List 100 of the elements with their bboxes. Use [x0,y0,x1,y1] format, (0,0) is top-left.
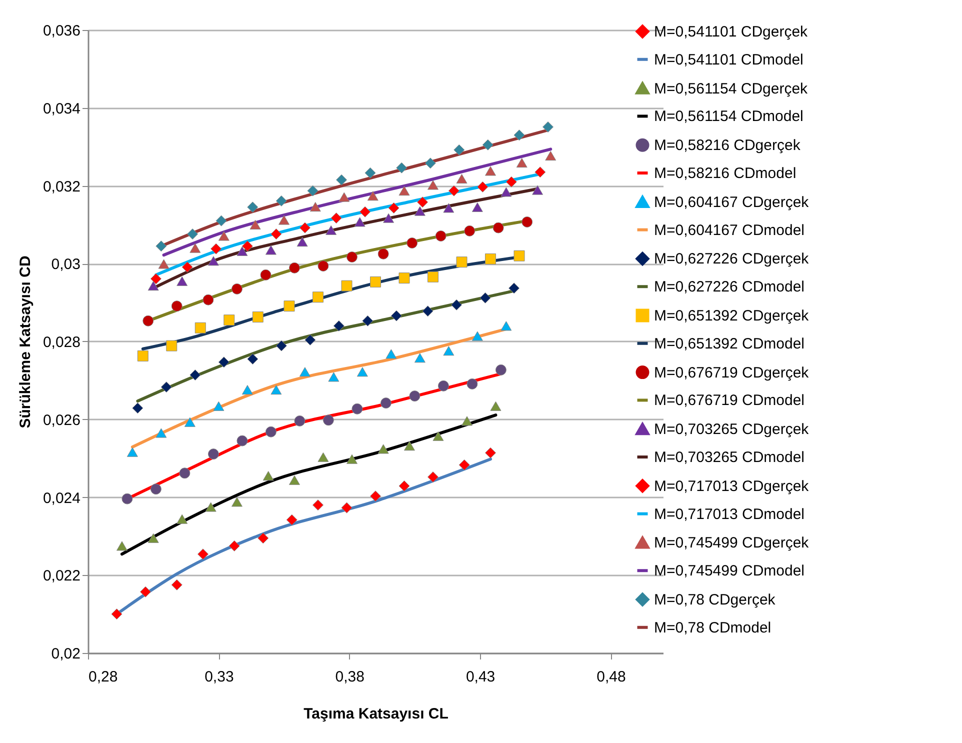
point [218,231,230,241]
point [438,380,449,392]
legend-label: M=0,78 CDmodel [654,619,772,636]
point [148,533,159,543]
point [213,401,224,411]
legend-label: M=0,651392 CDmodel [654,335,805,352]
legend-label: M=0,541101 CDgerçek [654,24,808,40]
legend-label: M=0,627226 CDgerçek [654,250,810,268]
point [356,367,368,377]
point [132,402,144,414]
point [328,372,340,382]
y-tick-label: 0,036 [42,22,80,40]
point [378,444,389,454]
point [276,340,287,352]
legend-label: M=0,717013 CDmodel [654,506,805,523]
point [171,579,182,590]
point [472,331,483,341]
point [242,384,253,395]
point [190,243,201,253]
legend-label: M=0,561154 CDmodel [654,108,804,126]
point [299,222,310,234]
y-tick-label: 0,034 [42,100,80,118]
point [318,260,329,272]
point [522,216,533,228]
x-tick-label: 0,28 [88,668,118,686]
point [284,300,295,312]
point [414,206,426,216]
point [477,181,488,192]
point [422,306,434,317]
point [250,220,261,230]
point [532,185,544,195]
point [236,246,248,256]
point [258,532,269,544]
point [176,514,188,524]
point [202,294,214,306]
point [451,299,462,310]
point [333,320,344,332]
legend-label: M=0,78 CDgerçek [654,592,776,608]
point [362,315,374,326]
point [370,276,381,288]
point [443,346,454,356]
point [294,415,306,426]
point [485,166,496,176]
legend-label: M=0,745499 CDgerçek [654,534,810,552]
y-tick-label: 0,032 [42,178,80,196]
point [338,192,350,202]
point [341,502,352,514]
point [456,256,468,268]
point [322,414,334,426]
point [435,230,446,242]
legend-label: M=0,561154 CDgerçek [654,80,808,98]
legend-label: M=0,604167 CDgerçek [654,194,810,211]
point [398,480,410,492]
legend-label: M=0,703265 CDgerçek [654,421,810,438]
point [448,185,460,196]
point [166,340,178,352]
point [307,185,318,196]
point [179,468,190,479]
point [299,367,310,377]
legend-label: M=0,717013 CDgerçek [654,478,810,495]
y-tick-label: 0,026 [42,412,80,429]
point [137,350,148,362]
legend-label: M=0,604167 CDmodel [654,222,805,239]
point [171,300,182,312]
point [398,272,410,284]
point [424,158,436,169]
legend-label: M=0,676719 CDgerçek [654,364,810,382]
point [278,215,290,225]
point [409,390,420,402]
point [386,349,397,359]
point [262,471,274,481]
point [464,225,476,236]
point [428,472,438,482]
point [140,586,151,598]
point [428,180,438,190]
y-axis-title: Sürükleme Katsayısı CD [16,256,34,428]
line-series [162,148,552,257]
point [296,237,308,247]
x-tick-label: 0,48 [596,668,626,686]
point [490,401,502,411]
point [190,369,201,380]
point [142,315,154,326]
point [216,215,227,226]
point [500,321,512,331]
point [288,475,300,485]
y-tick-label: 0,03 [51,256,80,274]
point [542,121,554,132]
point [406,238,418,248]
point [443,203,454,213]
point [160,382,172,393]
point [545,150,556,161]
x-tick-label: 0,33 [204,668,234,686]
point [482,139,494,150]
point [182,262,193,273]
legend-label: M=0,703265 CDmodel [654,449,805,466]
legend-label: M=0,58216 CDgerçek [654,137,801,154]
point [304,334,316,346]
point [346,252,358,262]
point [150,273,162,284]
point [404,441,415,451]
